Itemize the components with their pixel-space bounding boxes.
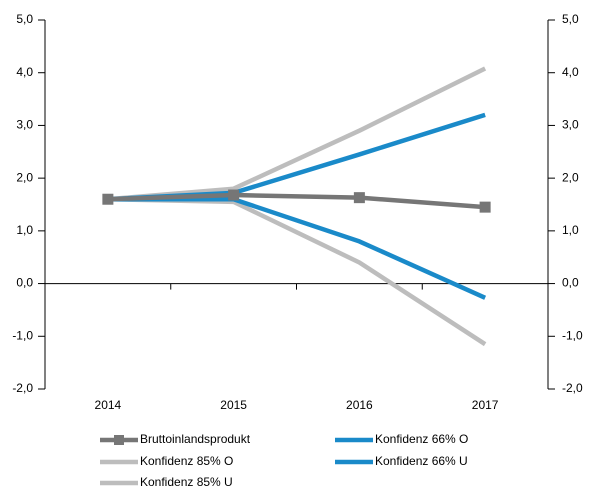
legend-label: Konfidenz 66% O (375, 432, 468, 446)
y-tick-label: -2,0 (12, 381, 33, 395)
series-line (107, 196, 487, 300)
legend-label: Konfidenz 85% U (140, 475, 233, 487)
y2-tick-label: 3,0 (562, 118, 579, 132)
y-tick-label: 2,0 (16, 170, 33, 184)
series-line (107, 192, 486, 210)
y2-tick-label: 0,0 (562, 276, 579, 290)
x-tick-label: 2014 (95, 398, 122, 412)
x-tick-label: 2015 (220, 398, 247, 412)
y2-tick-label: 2,0 (562, 170, 579, 184)
y2-tick-label: -2,0 (562, 381, 583, 395)
data-point (102, 193, 114, 205)
legend-label: Konfidenz 85% O (140, 454, 233, 468)
legend-label: Konfidenz 66% U (375, 454, 468, 468)
legend-marker (114, 435, 124, 445)
y2-tick-label: 4,0 (562, 65, 579, 79)
data-point (479, 201, 491, 213)
series-line (107, 112, 486, 202)
y-tick-label: 3,0 (16, 118, 33, 132)
legend-label: Bruttoinlandsprodukt (140, 432, 251, 446)
y-tick-label: 5,0 (16, 12, 33, 26)
y-tick-label: 4,0 (16, 65, 33, 79)
y-tick-label: 1,0 (16, 223, 33, 237)
y2-tick-label: 5,0 (562, 12, 579, 26)
y-tick-label: -1,0 (12, 328, 33, 342)
y-tick-label: 0,0 (16, 276, 33, 290)
x-tick-label: 2017 (472, 398, 499, 412)
data-point (228, 189, 240, 201)
y2-tick-label: 1,0 (562, 223, 579, 237)
y2-tick-label: -1,0 (562, 328, 583, 342)
data-point (353, 192, 365, 204)
x-tick-label: 2016 (346, 398, 373, 412)
